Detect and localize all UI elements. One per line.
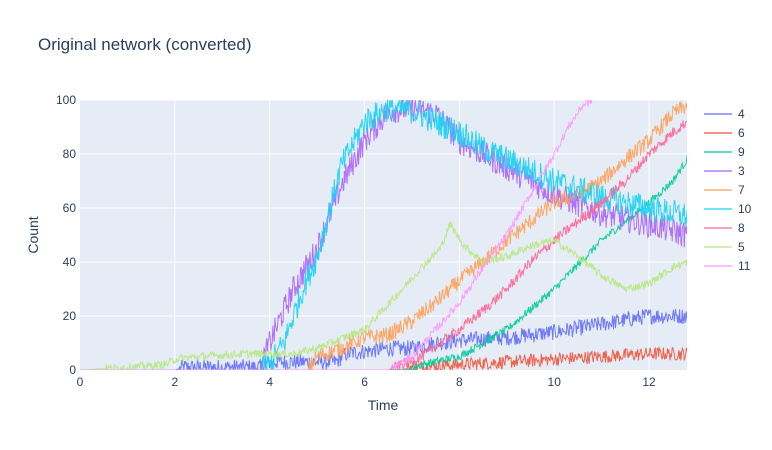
plot-area <box>80 100 687 370</box>
series-line-5 <box>80 221 687 370</box>
y-tick-label: 0 <box>69 363 76 377</box>
series-line-9 <box>80 155 687 370</box>
y-tick-label: 100 <box>56 93 76 107</box>
legend-label-6: 6 <box>738 126 745 140</box>
legend-label-5: 5 <box>738 240 745 254</box>
x-tick-label: 4 <box>266 375 273 389</box>
legend-label-4: 4 <box>738 107 745 121</box>
legend-label-10: 10 <box>738 202 752 216</box>
x-tick-label: 12 <box>642 375 656 389</box>
y-tick-label: 80 <box>63 147 77 161</box>
legend-label-8: 8 <box>738 221 745 235</box>
legend-label-3: 3 <box>738 164 745 178</box>
y-tick-label: 20 <box>63 309 77 323</box>
x-tick-label: 6 <box>361 375 368 389</box>
y-tick-label: 60 <box>63 201 77 215</box>
axis-ticks: 0 2 4 6 8 10 12 0 20 40 60 80 100 <box>56 93 656 389</box>
legend-label-7: 7 <box>738 183 745 197</box>
x-tick-label: 2 <box>172 375 179 389</box>
series-line-6 <box>80 346 687 370</box>
series-line-11 <box>80 100 593 370</box>
y-axis-title: Count <box>25 216 41 253</box>
legend-label-11: 11 <box>738 259 751 273</box>
chart-title: Original network (converted) <box>38 35 252 54</box>
series-line-7 <box>80 101 687 370</box>
series-line-10 <box>80 100 687 370</box>
gridlines <box>80 99 687 370</box>
legend: 4 6 9 3 7 10 8 5 11 <box>704 107 752 273</box>
series-line-4 <box>80 308 687 370</box>
series-line-8 <box>80 120 687 370</box>
x-axis-title: Time <box>368 397 399 413</box>
y-tick-label: 40 <box>63 255 77 269</box>
legend-label-9: 9 <box>738 145 745 159</box>
series-lines <box>80 100 687 370</box>
x-tick-label: 0 <box>77 375 84 389</box>
x-tick-label: 10 <box>548 375 562 389</box>
x-tick-label: 8 <box>456 375 463 389</box>
